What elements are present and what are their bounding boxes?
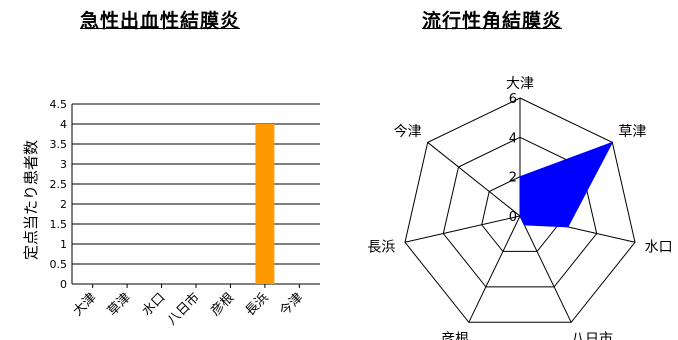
radar-spoke [519, 215, 572, 323]
radar-ring [404, 97, 636, 323]
radar-spoke [427, 142, 521, 217]
y-tick-label: 2 [60, 198, 67, 211]
y-axis-label: 定点当たり患者数 [22, 140, 40, 260]
radar-data-area [519, 141, 614, 228]
radar-axis-label: 水口 [645, 239, 673, 255]
y-tick-label: 1 [60, 238, 67, 251]
y-tick-label: 3 [60, 158, 67, 171]
y-tick-label: 0 [60, 278, 67, 291]
radar-tick-label: 4 [509, 131, 517, 146]
y-tick-label: 4 [60, 118, 67, 131]
radar-tick-label: 2 [509, 171, 517, 186]
radar-tick-label: 0 [509, 210, 517, 225]
radar-spoke [404, 215, 521, 243]
y-tick-label: 2.5 [50, 178, 68, 191]
y-tick-label: 3.5 [50, 138, 68, 151]
radar-axis-label: 彦根 [441, 332, 469, 340]
radar-tick-label: 6 [509, 92, 517, 107]
radar-axis-label: 今津 [394, 124, 422, 140]
y-tick-label: 4.5 [50, 98, 68, 111]
bar [255, 124, 275, 284]
radar-axis-label: 大津 [506, 76, 534, 92]
radar-axis-label: 長浜 [367, 239, 395, 255]
radar-axis-label: 八日市 [571, 331, 613, 340]
y-tick-label: 0.5 [50, 258, 68, 271]
bar-chart-title: 急性出血性結膜炎 [80, 10, 241, 32]
y-tick-label: 1.5 [50, 218, 68, 231]
radar-spoke [468, 215, 521, 323]
radar-axis-label: 草津 [618, 124, 646, 140]
radar-chart-title: 流行性角結膜炎 [422, 10, 563, 32]
